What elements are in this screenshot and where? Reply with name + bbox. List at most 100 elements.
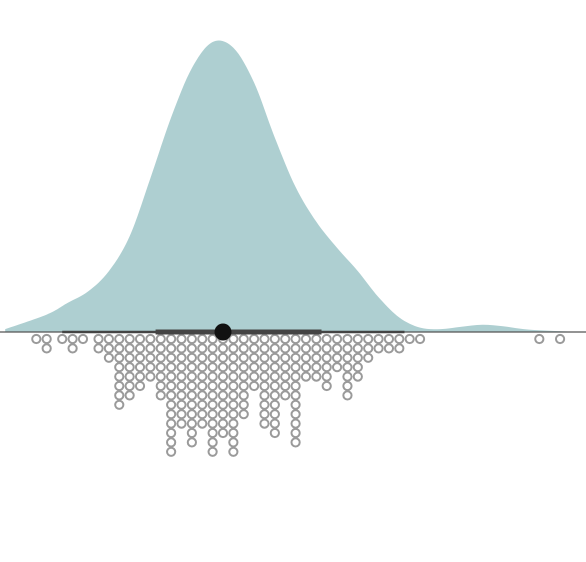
- data-dot: [176, 418, 187, 429]
- data-dot: [373, 343, 384, 354]
- data-dot: [155, 362, 166, 373]
- data-dot: [124, 343, 135, 354]
- data-dot: [207, 352, 218, 363]
- data-dot: [197, 418, 208, 429]
- data-dot: [207, 371, 218, 382]
- data-dot: [311, 343, 322, 354]
- data-dot: [238, 352, 249, 363]
- data-dot: [228, 418, 239, 429]
- data-dot: [290, 390, 301, 401]
- data-dot: [238, 362, 249, 373]
- data-dot: [186, 343, 197, 354]
- data-dot: [311, 362, 322, 373]
- data-dot: [176, 352, 187, 363]
- data-dot: [217, 352, 229, 363]
- data-dot: [41, 343, 52, 354]
- data-dot: [207, 418, 218, 429]
- data-dot: [134, 380, 146, 392]
- data-dot: [290, 333, 301, 345]
- data-dot: [166, 409, 177, 420]
- data-dot: [394, 333, 405, 345]
- data-dot: [207, 446, 218, 457]
- data-dot: [197, 380, 208, 392]
- data-dot: [186, 371, 197, 382]
- data-dot: [207, 362, 218, 373]
- data-dot: [186, 380, 197, 392]
- data-dot: [155, 343, 166, 354]
- data-dot: [145, 352, 156, 363]
- data-dot: [363, 333, 374, 345]
- data-dot: [373, 333, 384, 345]
- data-dot: [228, 333, 239, 345]
- data-dot: [269, 343, 280, 354]
- data-dot: [280, 343, 291, 354]
- data-dot: [31, 333, 42, 345]
- data-dot: [207, 409, 218, 420]
- data-dot: [280, 352, 291, 363]
- data-dot: [186, 352, 197, 363]
- data-dot: [176, 380, 187, 392]
- data-dot: [342, 390, 353, 401]
- data-dot: [290, 427, 301, 439]
- data-dot: [114, 380, 125, 392]
- data-dot: [186, 390, 197, 401]
- data-dot: [321, 333, 332, 345]
- data-dot: [321, 380, 332, 392]
- data-dot: [166, 343, 177, 354]
- data-dot: [311, 371, 322, 382]
- data-dot: [352, 352, 363, 363]
- data-dot: [197, 390, 208, 401]
- data-dot: [300, 333, 312, 345]
- data-dot: [352, 333, 363, 345]
- data-dot: [77, 333, 89, 345]
- data-dot: [166, 399, 177, 410]
- data-dot: [41, 333, 52, 345]
- data-dot: [67, 333, 78, 345]
- data-dot: [342, 343, 353, 354]
- data-dot: [176, 390, 187, 401]
- data-dot: [155, 390, 166, 401]
- data-dot: [176, 399, 187, 410]
- data-dot: [197, 409, 208, 420]
- data-dot: [259, 409, 270, 420]
- data-dot: [228, 437, 239, 448]
- data-dot: [383, 333, 395, 345]
- data-dot: [300, 352, 312, 363]
- data-dot: [186, 409, 197, 420]
- data-dot: [93, 343, 104, 354]
- density-layer: [5, 40, 586, 332]
- data-dot: [166, 418, 177, 429]
- data-dot: [145, 362, 156, 373]
- data-dot: [197, 352, 208, 363]
- data-dot: [155, 333, 166, 345]
- data-dot: [93, 333, 104, 345]
- data-dot: [269, 352, 280, 363]
- data-dot: [238, 343, 249, 354]
- data-dot: [259, 418, 270, 429]
- data-dot: [269, 362, 280, 373]
- data-dot: [124, 362, 135, 373]
- data-dot: [228, 399, 239, 410]
- data-dot: [228, 409, 239, 420]
- data-dot: [259, 371, 270, 382]
- data-dot: [269, 399, 280, 410]
- data-dot: [249, 380, 260, 392]
- data-dot: [404, 333, 415, 345]
- data-dot: [186, 333, 197, 345]
- data-dot: [311, 352, 322, 363]
- data-dot: [331, 343, 343, 354]
- data-dot: [145, 333, 156, 345]
- data-dot: [228, 380, 239, 392]
- data-dot: [197, 399, 208, 410]
- data-dot: [300, 371, 312, 382]
- data-dot: [134, 352, 146, 363]
- data-dot: [114, 333, 125, 345]
- data-dot: [103, 333, 115, 345]
- data-dot: [290, 371, 301, 382]
- data-dot: [342, 380, 353, 392]
- data-dot: [186, 399, 197, 410]
- data-dot: [166, 352, 177, 363]
- data-dot: [414, 333, 426, 345]
- data-dot: [124, 380, 135, 392]
- data-dot: [238, 380, 249, 392]
